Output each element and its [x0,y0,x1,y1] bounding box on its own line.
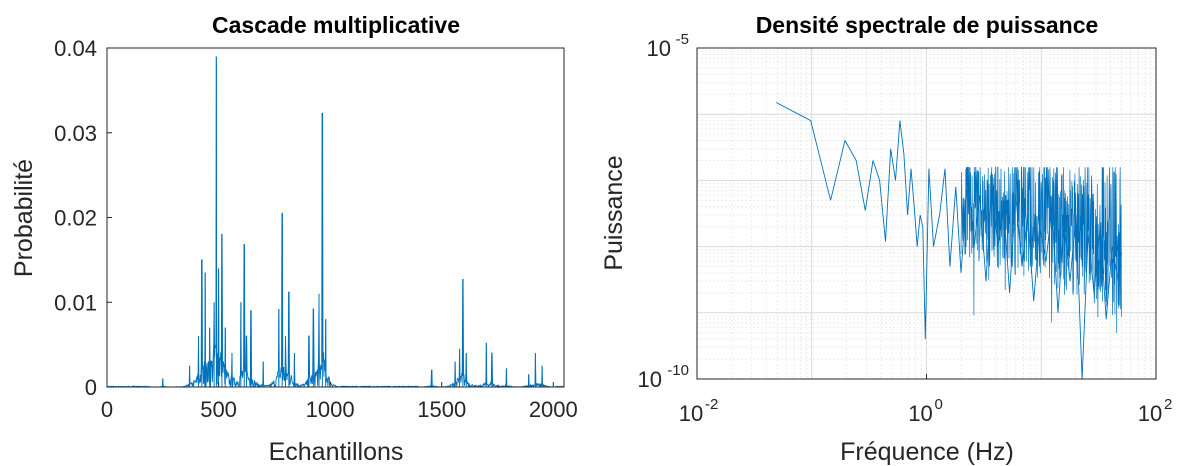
series-line-dense [960,166,1122,334]
chart-title: Densité spectrale de puissance [756,12,1099,38]
y-tick-label: 0 [85,375,97,400]
x-tick-label: 10 [1138,401,1162,426]
y-axis-label: Puissance [600,155,628,270]
chart-dsp: Densité spectrale de puissance 10 -2 10 0 10… [600,12,1172,466]
y-tick-label: 10 [647,36,671,61]
x-tick-exponent: 0 [935,396,943,413]
x-tick-label: 0 [101,397,113,422]
x-tick-exponent: -2 [705,396,718,413]
x-tick-label: 1500 [417,397,466,422]
x-tick-exponent: 2 [1164,396,1172,413]
x-axis-label: Fréquence (Hz) [840,438,1014,466]
y-tick-label: 0.04 [54,36,97,61]
y-tick-exponent: -5 [676,31,689,48]
y-tick-label: 0.02 [54,206,97,231]
chart-title: Cascade multiplicative [212,12,460,38]
y-axis-label: Probabilité [10,159,38,277]
series-group [106,56,564,389]
y-tick-label: 0.01 [54,290,97,315]
series-line [106,56,564,389]
x-tick-label: 500 [200,397,237,422]
chart-cascade: Cascade multiplicative 0 500 1000 1500 20000… [10,12,578,466]
y-tick-label: 10 [638,367,662,392]
x-tick-label: 1000 [306,397,355,422]
x-tick-label: 2000 [529,397,578,422]
x-tick-label: 10 [679,401,703,426]
y-tick-label: 0.03 [54,121,97,146]
x-axis-label: Echantillons [269,438,404,466]
plot-frame [106,47,565,388]
x-tick-label: 10 [908,401,932,426]
tick-group: 0 500 1000 1500 2000 0 0.01 0.02 0.03 0.04 [54,36,578,422]
y-tick-exponent: -10 [667,362,689,379]
series-group [775,102,1122,380]
